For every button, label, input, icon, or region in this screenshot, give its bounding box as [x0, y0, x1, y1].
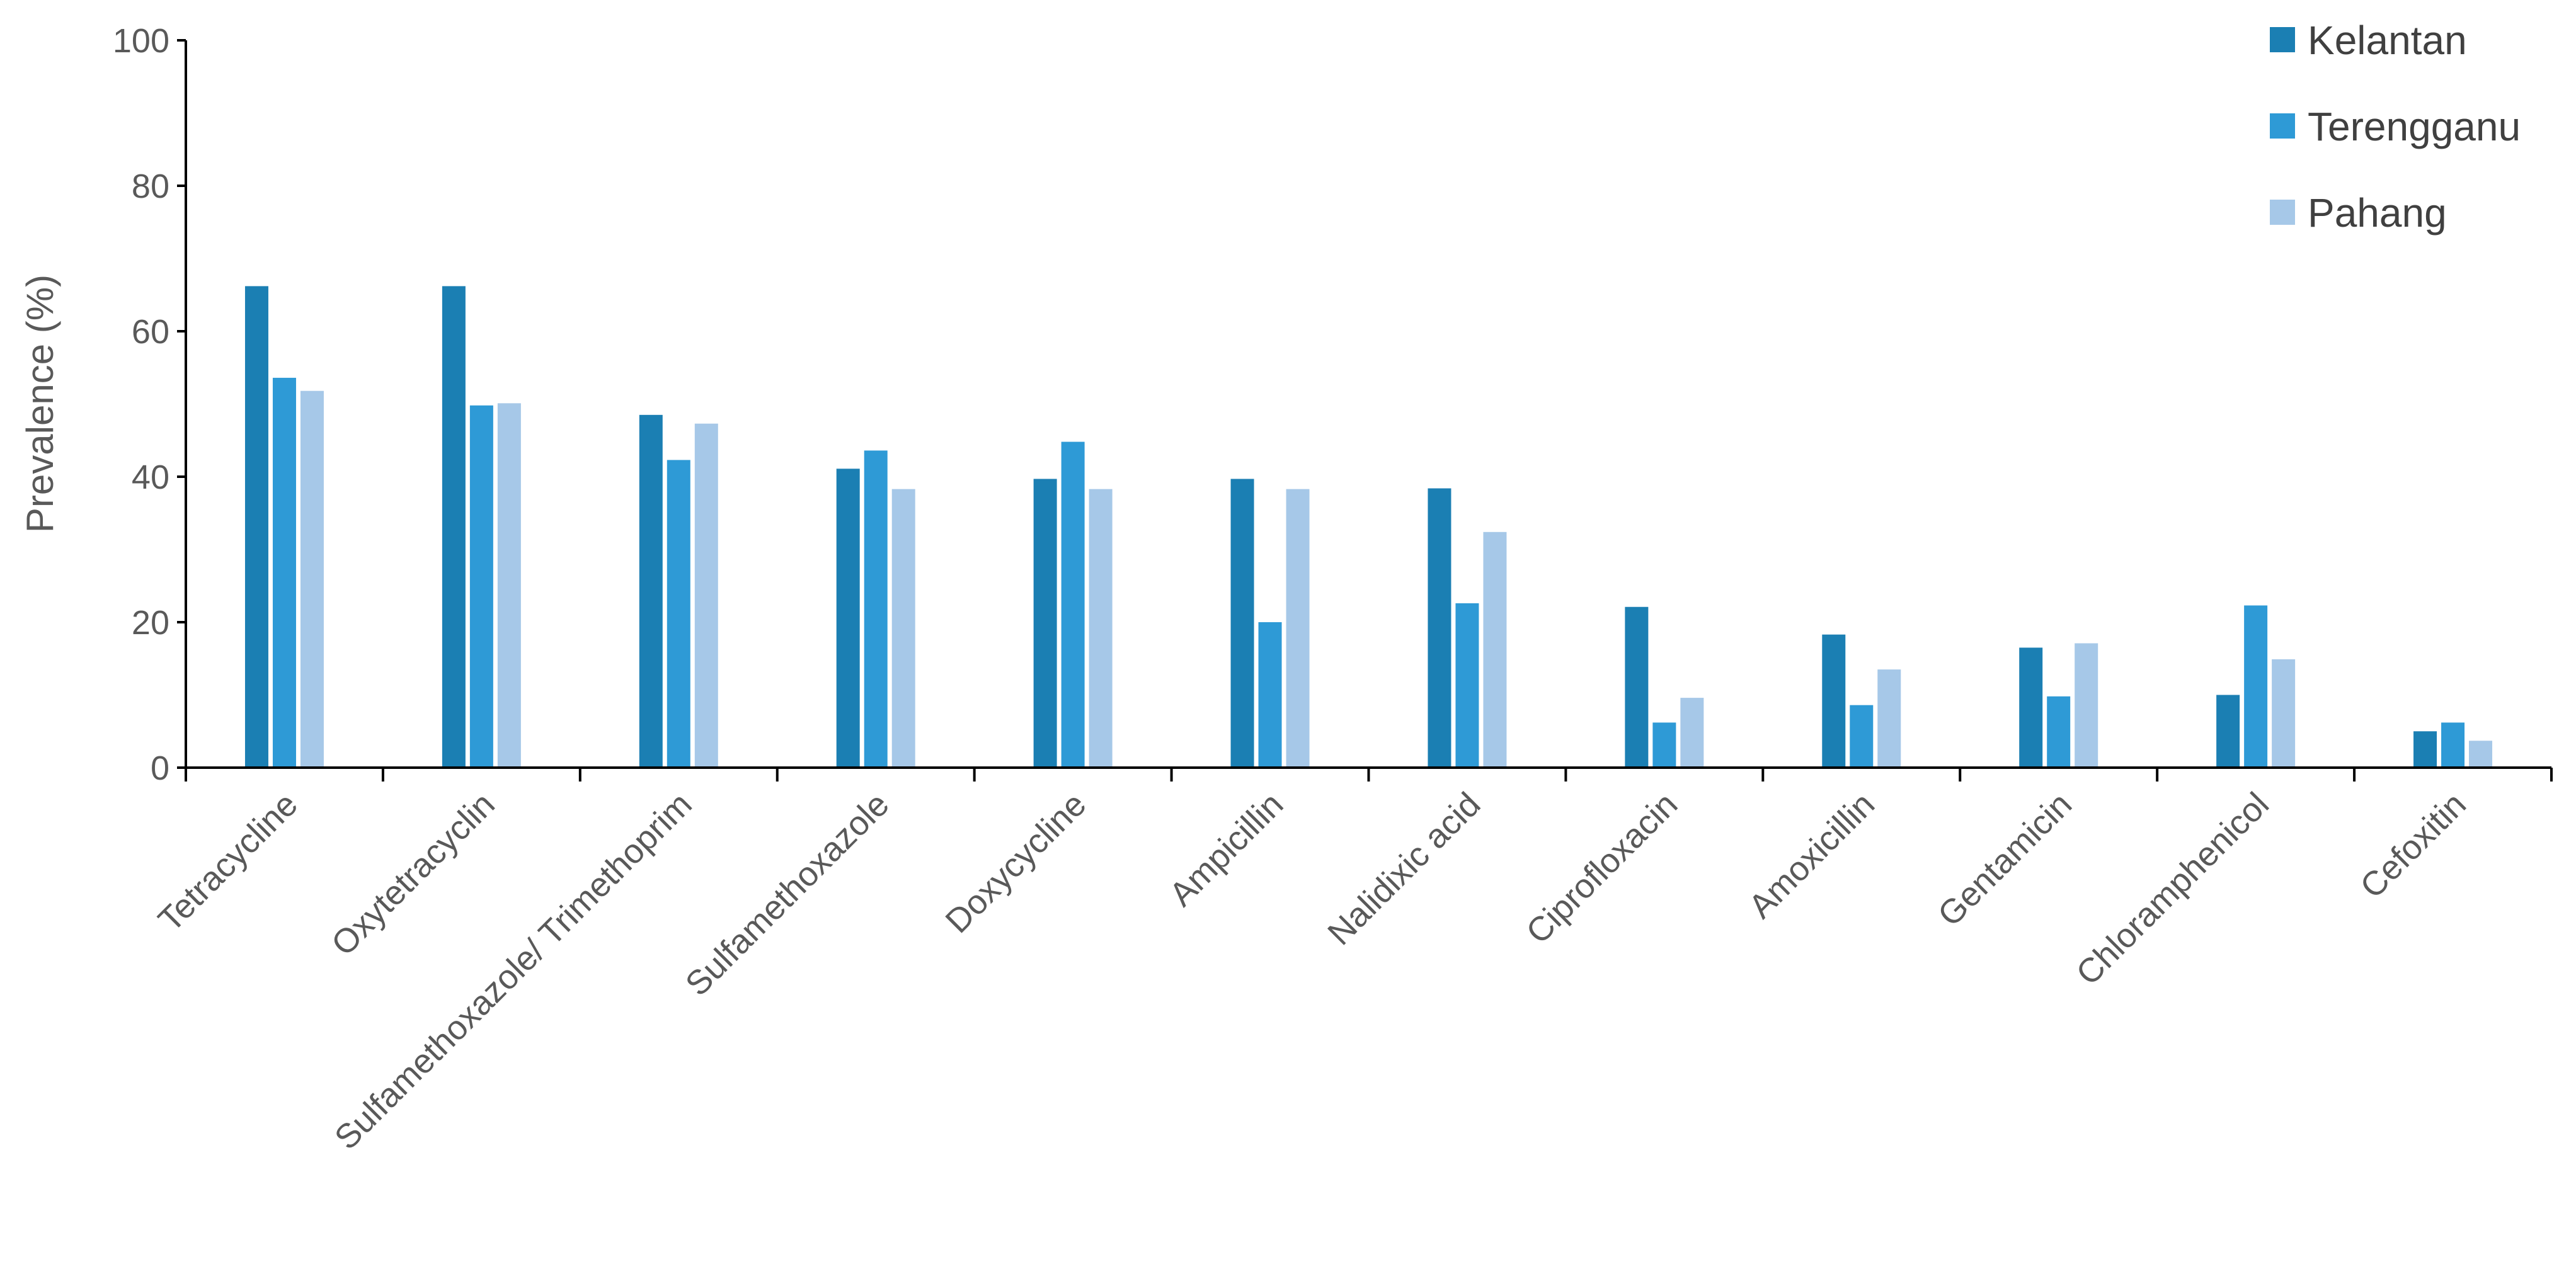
bar-pahang-2: [694, 423, 718, 768]
bar-pahang-6: [1483, 532, 1507, 768]
legend-swatch-kelantan: [2270, 27, 2295, 52]
y-axis-title: Prevalence (%): [19, 275, 61, 533]
x-category-label: Tetracycline: [151, 785, 305, 939]
bar-terengganu-6: [1455, 603, 1479, 768]
bar-terengganu-2: [667, 460, 690, 768]
bar-pahang-7: [1680, 698, 1704, 768]
bar-terengganu-1: [469, 405, 493, 768]
bar-pahang-10: [2272, 659, 2296, 768]
legend: Kelantan Terengganu Pahang: [2270, 18, 2521, 236]
x-category-label: Sulfamethoxazole: [678, 785, 896, 1003]
bar-pahang-5: [1286, 489, 1310, 768]
bar-terengganu-4: [1061, 441, 1085, 768]
bar-kelantan-3: [836, 469, 860, 768]
bar-kelantan-11: [2413, 731, 2437, 768]
x-category-label: Ciprofloxacin: [1519, 785, 1685, 951]
bar-terengganu-10: [2244, 605, 2268, 768]
bar-kelantan-5: [1230, 479, 1254, 768]
x-category-label: Oxytetracyclin: [324, 785, 502, 963]
bar-pahang-0: [300, 390, 324, 768]
bar-pahang-9: [2075, 643, 2098, 768]
bar-terengganu-7: [1652, 722, 1676, 768]
bar-pahang-4: [1089, 489, 1113, 768]
bar-terengganu-5: [1258, 622, 1282, 768]
y-axis-ticks: 0 20 40 60 80 100: [113, 22, 187, 787]
bar-terengganu-0: [272, 377, 296, 768]
legend-label-terengganu: Terengganu: [2308, 104, 2521, 149]
x-category-label: Doxycycline: [938, 785, 1093, 940]
legend-label-pahang: Pahang: [2308, 190, 2447, 236]
x-category-label: Chloramphenicol: [2069, 785, 2276, 992]
y-tick-label: 40: [132, 458, 169, 496]
bar-kelantan-9: [2019, 647, 2043, 768]
y-tick-label: 100: [113, 22, 169, 60]
y-tick-label: 60: [132, 313, 169, 351]
y-tick-label: 80: [132, 168, 169, 205]
bar-kelantan-7: [1625, 606, 1649, 768]
bar-pahang-8: [1877, 669, 1901, 768]
bar-series-group: [244, 286, 2493, 768]
legend-swatch-terengganu: [2270, 113, 2295, 139]
bar-kelantan-10: [2216, 695, 2240, 768]
bar-kelantan-8: [1822, 634, 1846, 768]
x-axis: Tetracycline OxytetracyclinSulfamethoxazo…: [151, 766, 2553, 1157]
bar-kelantan-6: [1428, 488, 1451, 768]
bar-kelantan-0: [244, 286, 268, 768]
x-category-label: Gentamicin: [1931, 785, 2080, 934]
y-tick-label: 0: [151, 749, 169, 787]
legend-swatch-pahang: [2270, 200, 2295, 225]
x-category-label: Cefoxitin: [2353, 785, 2473, 906]
y-tick-label: 20: [132, 604, 169, 642]
bar-pahang-1: [497, 403, 521, 768]
bar-terengganu-3: [864, 450, 888, 768]
legend-label-kelantan: Kelantan: [2308, 18, 2467, 63]
bar-pahang-11: [2469, 741, 2493, 768]
bar-kelantan-4: [1033, 479, 1057, 768]
bar-terengganu-9: [2047, 696, 2071, 768]
bar-terengganu-11: [2441, 722, 2465, 768]
bar-kelantan-1: [442, 286, 466, 768]
x-category-label: Ampicillin: [1162, 785, 1291, 914]
bar-terengganu-8: [1850, 705, 1874, 768]
x-category-label: Nalidixic acid: [1320, 785, 1487, 952]
x-category-label: Amoxicillin: [1741, 785, 1882, 926]
x-category-label: Sulfamethoxazole/ Trimethoprim: [328, 785, 699, 1157]
bar-kelantan-2: [639, 414, 663, 768]
bar-pahang-3: [891, 489, 915, 768]
